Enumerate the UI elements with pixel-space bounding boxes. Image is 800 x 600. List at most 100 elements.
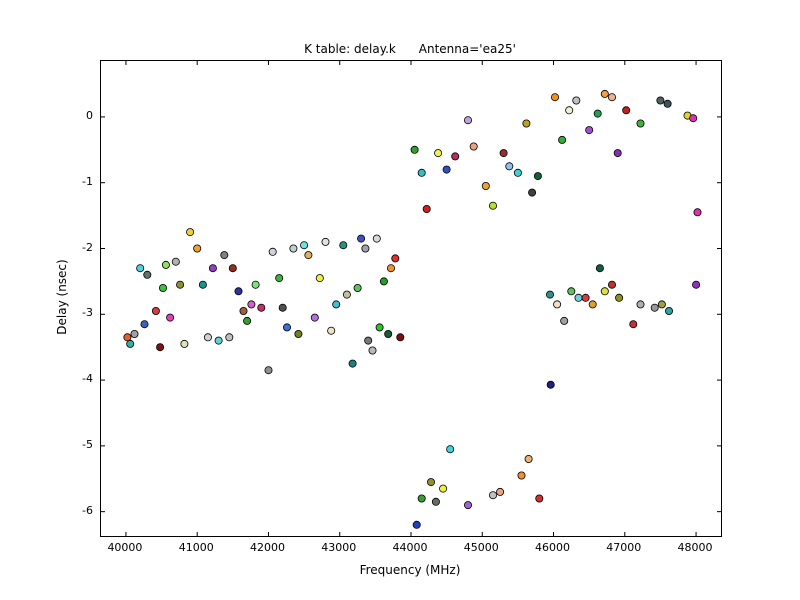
data-point [368, 346, 377, 355]
data-point [581, 293, 590, 302]
data-point [553, 300, 562, 309]
data-point [481, 182, 490, 191]
data-point [203, 333, 212, 342]
data-point [629, 320, 638, 329]
data-point [239, 306, 248, 315]
data-point [193, 244, 202, 253]
data-point [294, 329, 303, 338]
data-point [600, 89, 609, 98]
data-point [545, 290, 554, 299]
x-tick-label: 40000 [107, 541, 143, 554]
data-point [353, 283, 362, 292]
data-point [535, 494, 544, 503]
data-point [180, 339, 189, 348]
data-point [431, 497, 440, 506]
data-point [451, 152, 460, 161]
data-point [321, 237, 330, 246]
data-point [663, 99, 672, 108]
data-point [488, 491, 497, 500]
data-point [615, 293, 624, 302]
data-point [361, 244, 370, 253]
data-point [528, 188, 537, 197]
data-point [417, 168, 426, 177]
data-point [565, 106, 574, 115]
data-point [278, 303, 287, 312]
data-point [422, 204, 431, 213]
data-point [348, 359, 357, 368]
data-point [156, 343, 165, 352]
data-point [332, 300, 341, 309]
data-point [257, 303, 266, 312]
data-point [161, 260, 170, 269]
y-tick-label: -5 [82, 437, 93, 451]
data-point [228, 264, 237, 273]
data-point [171, 257, 180, 266]
data-point [595, 264, 604, 273]
data-point [268, 247, 277, 256]
data-point [513, 168, 522, 177]
data-point [585, 126, 594, 135]
data-point [546, 380, 555, 389]
data-point [375, 323, 384, 332]
data-point [315, 274, 324, 283]
data-point [126, 339, 135, 348]
data-point [463, 116, 472, 125]
data-point [434, 149, 443, 158]
data-point [613, 149, 622, 158]
data-point [282, 323, 291, 332]
data-point [386, 264, 395, 273]
data-point [505, 162, 514, 171]
data-point [234, 287, 243, 296]
x-tick-label: 42000 [249, 541, 285, 554]
data-point [339, 241, 348, 250]
data-point [550, 93, 559, 102]
data-point [410, 145, 419, 154]
data-point [689, 114, 698, 123]
data-point [391, 254, 400, 263]
data-point [488, 201, 497, 210]
data-point [176, 280, 185, 289]
y-axis-label: Delay (nsec) [55, 259, 69, 335]
data-point [151, 306, 160, 315]
y-tick-label: -3 [82, 306, 93, 320]
data-point [379, 277, 388, 286]
scatter-canvas [101, 61, 721, 536]
data-point [327, 326, 336, 335]
data-point [657, 300, 666, 309]
x-tick-label: 45000 [463, 541, 499, 554]
data-point [136, 264, 145, 273]
y-tick-label: -1 [82, 174, 93, 188]
data-point [166, 313, 175, 322]
data-point [159, 283, 168, 292]
x-tick-label: 48000 [677, 541, 713, 554]
data-point [247, 300, 256, 309]
data-point [533, 172, 542, 181]
data-point [558, 135, 567, 144]
data-point [656, 96, 665, 105]
data-point [123, 333, 132, 342]
data-point [289, 244, 298, 253]
data-point [214, 336, 223, 345]
data-point [593, 109, 602, 118]
data-point [310, 313, 319, 322]
data-point [417, 494, 426, 503]
data-point [384, 329, 393, 338]
data-point [357, 234, 366, 243]
data-point [143, 270, 152, 279]
data-point [692, 280, 701, 289]
data-point [522, 119, 531, 128]
x-tick-label: 46000 [535, 541, 571, 554]
data-point [342, 290, 351, 299]
data-point [463, 501, 472, 510]
data-point [304, 251, 313, 260]
data-point [636, 119, 645, 128]
data-point [524, 454, 533, 463]
data-point [572, 96, 581, 105]
data-point [439, 484, 448, 493]
data-point [251, 280, 260, 289]
data-point [607, 280, 616, 289]
data-point [469, 142, 478, 151]
data-point [225, 333, 234, 342]
data-point [560, 316, 569, 325]
